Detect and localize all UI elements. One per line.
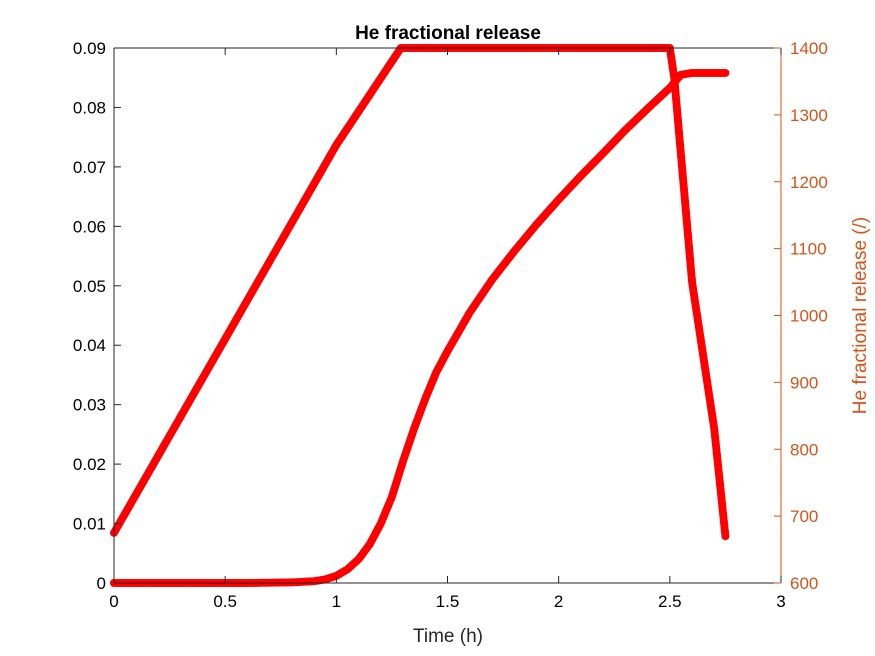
x-tick-label: 3 bbox=[776, 592, 785, 611]
data-point bbox=[721, 68, 730, 77]
right-y-tick-label: 900 bbox=[790, 373, 818, 392]
x-tick-label: 1 bbox=[332, 592, 341, 611]
left-y-tick-label: 0.06 bbox=[73, 217, 106, 236]
left-y-tick-label: 0.02 bbox=[73, 455, 106, 474]
right-y-tick-label: 800 bbox=[790, 440, 818, 459]
x-tick-label: 1.5 bbox=[436, 592, 460, 611]
x-tick-label: 0 bbox=[109, 592, 118, 611]
left-y-tick-label: 0.07 bbox=[73, 158, 106, 177]
left-y-tick-label: 0.05 bbox=[73, 277, 106, 296]
axes: 0 0.5 1 1.5 2 2.5 3 0 0.01 0.02 0.03 0.04 0.05 0.06 0.… bbox=[73, 39, 828, 611]
right-y-tick-label: 700 bbox=[790, 507, 818, 526]
x-tick-label: 2.5 bbox=[658, 592, 682, 611]
right-y-tick-label: 1300 bbox=[790, 106, 828, 125]
x-tick-label: 2 bbox=[554, 592, 563, 611]
left-y-tick-label: 0.01 bbox=[73, 515, 106, 534]
data-point bbox=[721, 532, 730, 541]
plot-area-background bbox=[114, 48, 781, 583]
left-y-tick-label: 0.09 bbox=[73, 39, 106, 58]
x-tick-label: 0.5 bbox=[213, 592, 237, 611]
right-y-tick-label: 600 bbox=[790, 574, 818, 593]
plot-area bbox=[114, 48, 781, 583]
right-y-axis-label: He fractional release (/) bbox=[850, 217, 871, 414]
left-y-tick-label: 0.03 bbox=[73, 396, 106, 415]
right-y-tick-label: 1200 bbox=[790, 173, 828, 192]
right-y-tick-label: 1000 bbox=[790, 307, 828, 326]
right-y-tick-label: 1400 bbox=[790, 39, 828, 58]
left-y-tick-label: 0 bbox=[97, 574, 106, 593]
x-axis-label: Time (h) bbox=[413, 626, 483, 647]
left-y-tick-label: 0.08 bbox=[73, 98, 106, 117]
right-y-tick-label: 1100 bbox=[790, 240, 827, 259]
chart-title: He fractional release bbox=[355, 23, 541, 44]
left-y-tick-label: 0.04 bbox=[73, 336, 106, 355]
